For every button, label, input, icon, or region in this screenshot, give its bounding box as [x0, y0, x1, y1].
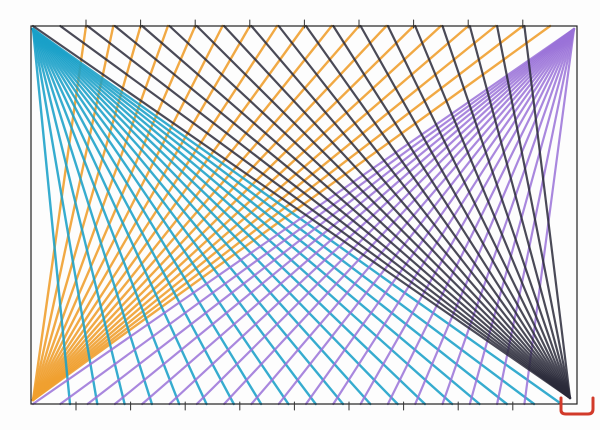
line-fans — [31, 24, 576, 406]
blue-line — [31, 27, 154, 406]
blue-line — [31, 27, 72, 406]
purple-line — [250, 27, 576, 406]
blue-line — [31, 27, 181, 406]
blue-line — [31, 27, 317, 406]
dark-line — [332, 24, 572, 400]
blue-line — [31, 27, 508, 406]
dark-line — [304, 24, 572, 400]
blue-line — [31, 27, 536, 406]
dark-line — [223, 24, 572, 400]
blue-line — [31, 27, 372, 406]
blue-line — [31, 27, 454, 406]
blue-line — [31, 27, 236, 406]
dark-line — [141, 24, 572, 400]
dark-line — [195, 24, 572, 400]
blue-line — [31, 27, 399, 406]
dark-line — [523, 24, 572, 400]
purple-line — [86, 27, 576, 406]
edge-ticks — [75, 19, 524, 411]
blue-line — [31, 27, 481, 406]
blue-line — [31, 27, 563, 406]
dark-line — [31, 24, 572, 400]
dark-line — [59, 24, 572, 400]
dark-line — [113, 24, 572, 400]
purple-line — [523, 27, 576, 406]
dark-line — [277, 24, 572, 400]
blue-line — [31, 27, 427, 406]
purple-line — [168, 27, 576, 406]
purple-line — [195, 27, 576, 406]
dark-line — [496, 24, 572, 400]
blue-line — [31, 27, 345, 406]
blue-line — [31, 27, 99, 406]
dark-line — [414, 24, 572, 400]
blue-line — [31, 27, 290, 406]
dark-line — [359, 24, 572, 400]
purple-line — [223, 27, 576, 406]
dark-line — [250, 24, 572, 400]
blue-line — [31, 27, 126, 406]
purple-line — [277, 27, 576, 406]
blue-line — [31, 27, 208, 406]
dark-line — [168, 24, 572, 400]
dark-line — [86, 24, 572, 400]
dark-line — [468, 24, 572, 400]
purple-line — [31, 27, 576, 406]
dark-line — [386, 24, 572, 400]
blue-line — [31, 27, 263, 406]
purple-line — [141, 27, 576, 406]
purple-line — [113, 27, 576, 406]
dark-line — [441, 24, 572, 400]
red-bracket — [559, 396, 595, 416]
